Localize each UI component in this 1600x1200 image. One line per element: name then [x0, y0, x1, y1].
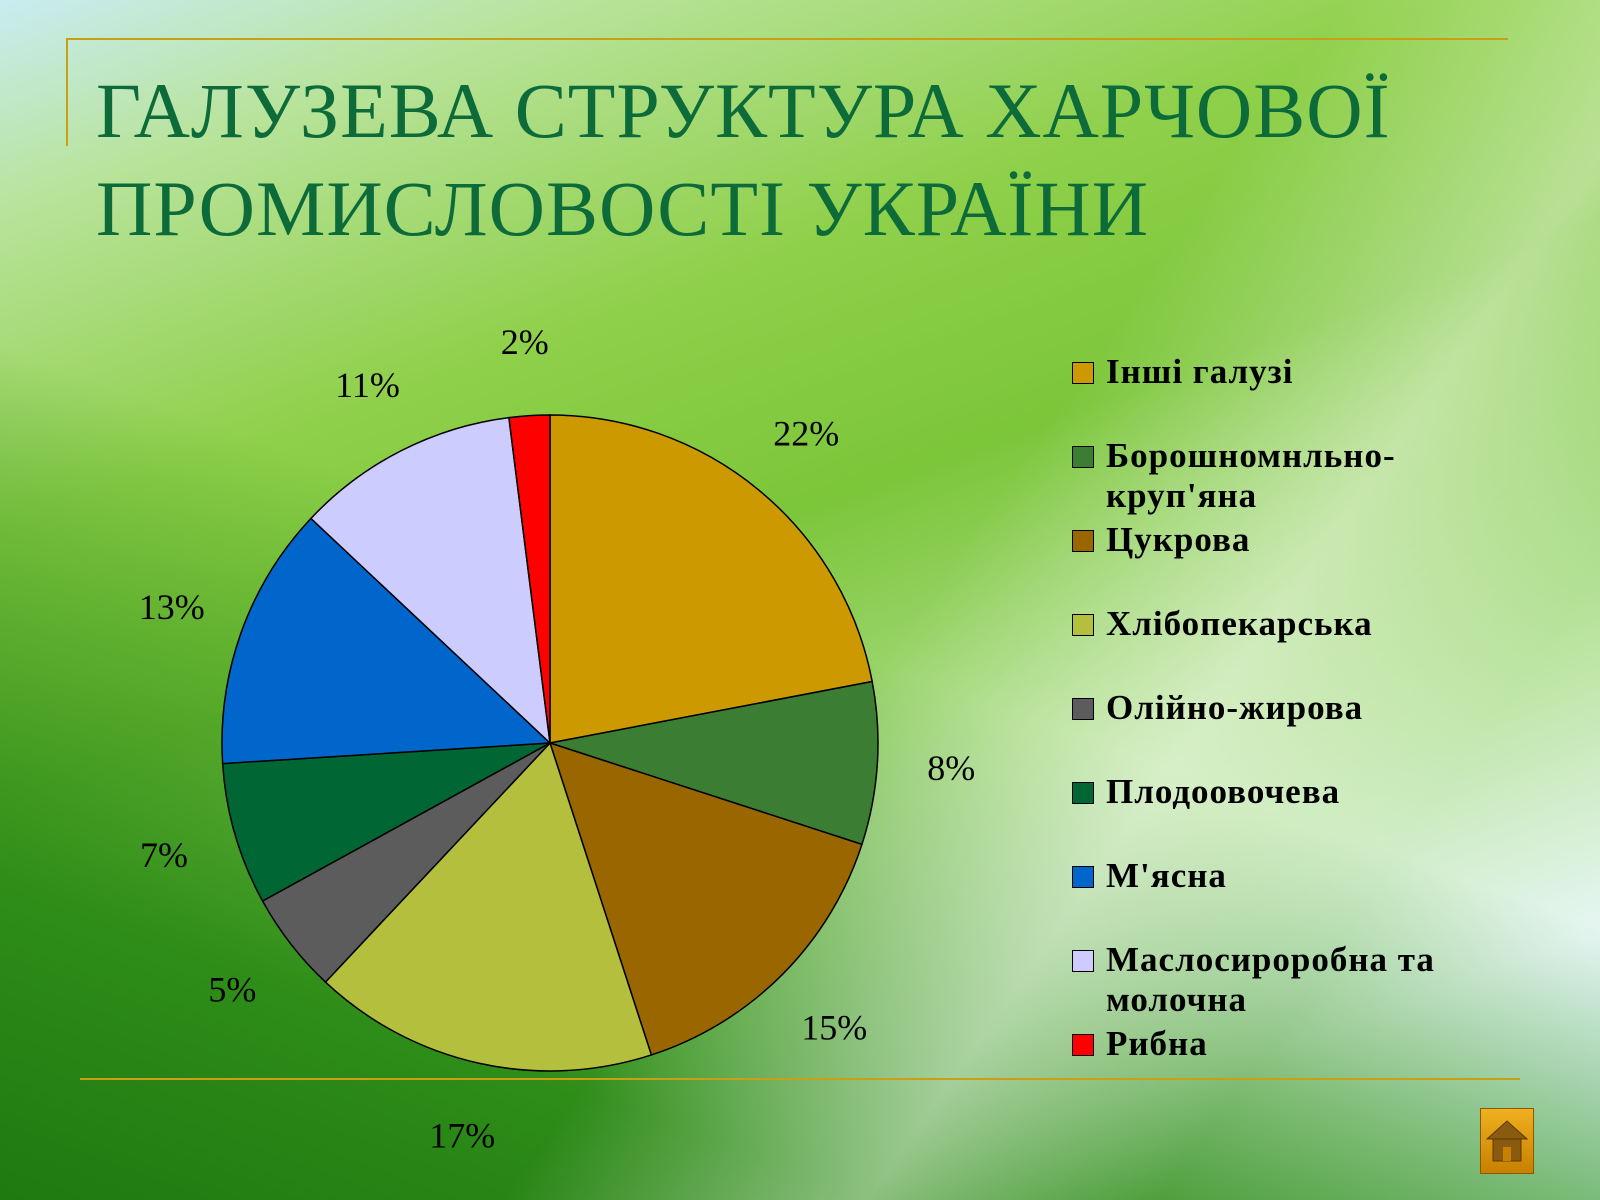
pie-slice — [549, 414, 874, 744]
legend-label: Маслосироробна та молочна — [1106, 940, 1435, 1019]
slice-label: 13% — [139, 587, 205, 627]
slice-label: 15% — [801, 1007, 867, 1047]
slice-label: 11% — [335, 365, 400, 405]
legend-swatch — [1072, 950, 1094, 972]
pie-slice — [548, 741, 863, 1056]
home-icon — [1485, 1120, 1529, 1162]
slide-title-line-2: ПРОМИСЛОВОСТІ УКРАЇНИ — [96, 165, 1150, 252]
slice-label: 7% — [140, 835, 188, 875]
slide-title-line-1: ГАЛУЗЕВА СТРУКТУРА ХАРЧОВОЇ — [96, 67, 1391, 154]
slice-label: 2% — [501, 322, 549, 362]
legend-label: Інші галузі — [1106, 352, 1294, 391]
legend-swatch — [1072, 866, 1094, 888]
slide-title: ГАЛУЗЕВА СТРУКТУРА ХАРЧОВОЇ ПРОМИСЛОВОСТ… — [96, 62, 1536, 258]
pie-slice — [309, 416, 552, 745]
legend-swatch — [1072, 362, 1094, 384]
slice-label: 17% — [429, 1115, 495, 1155]
slice-label: 22% — [773, 413, 839, 453]
pie-slice — [549, 680, 879, 846]
legend-label: Олійно-жирова — [1106, 688, 1364, 727]
pie-slice — [508, 414, 551, 744]
slice-label: 5% — [208, 969, 256, 1009]
legend-label: Рибна — [1106, 1024, 1208, 1063]
home-button[interactable] — [1480, 1108, 1534, 1174]
bottom-rule — [80, 1078, 1520, 1080]
legend-swatch — [1072, 782, 1094, 804]
left-rule — [66, 38, 68, 146]
legend-swatch — [1072, 1034, 1094, 1056]
legend-swatch — [1072, 530, 1094, 552]
legend-swatch — [1072, 698, 1094, 720]
legend-label: Плодоовочева — [1106, 772, 1341, 811]
top-rule — [66, 38, 1508, 40]
slice-label: 8% — [927, 748, 975, 788]
legend-swatch — [1072, 446, 1094, 468]
legend-label: Цукрова — [1106, 520, 1251, 559]
pie-slice — [221, 742, 551, 903]
legend-label: М'ясна — [1106, 856, 1227, 895]
legend-label: Борошномнльно-круп'яна — [1106, 436, 1396, 515]
pie-slice — [221, 517, 552, 765]
legend-swatch — [1072, 614, 1094, 636]
legend-label: Хлібопекарська — [1106, 604, 1373, 643]
pie-slice — [324, 741, 653, 1072]
